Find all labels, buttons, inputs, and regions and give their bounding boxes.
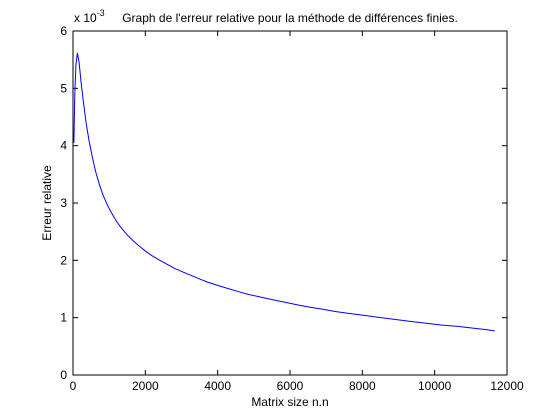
y-tick-label: 0 xyxy=(60,368,67,382)
y-tick-label: 2 xyxy=(60,253,67,267)
y-tick-label: 5 xyxy=(60,81,67,95)
chart-title: Graph de l'erreur relative pour la métho… xyxy=(122,11,458,25)
x-tick-labels: 0 2000 4000 6000 8000 10000 12000 xyxy=(70,379,524,393)
series-line xyxy=(73,52,495,332)
y-tick-label: 3 xyxy=(60,196,67,210)
x-axis-label: Matrix size n.n xyxy=(251,395,328,409)
y-tick-label: 6 xyxy=(60,24,67,38)
x-tick-label: 8000 xyxy=(349,379,376,393)
x-tick-label: 10000 xyxy=(418,379,452,393)
x-tick-label: 2000 xyxy=(132,379,159,393)
y-tick-labels: 0 1 2 3 4 5 6 xyxy=(60,24,67,382)
y-tick-label: 4 xyxy=(60,139,67,153)
x-tick-label: 6000 xyxy=(277,379,304,393)
y-axis-label: Erreur relative xyxy=(40,165,54,241)
x-tick-label: 0 xyxy=(70,379,77,393)
y-tick-label: 1 xyxy=(60,311,67,325)
plot-area xyxy=(73,31,507,375)
plot-frame xyxy=(72,30,508,376)
x-tick-label: 4000 xyxy=(204,379,231,393)
y-scale-exponent: x 10-3 xyxy=(74,8,105,25)
x-tick-label: 12000 xyxy=(490,379,524,393)
